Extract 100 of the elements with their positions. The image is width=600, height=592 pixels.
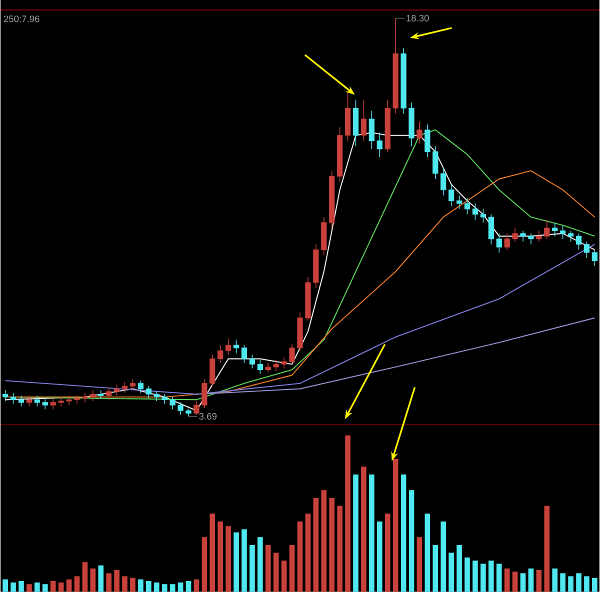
bar xyxy=(170,584,176,592)
bar xyxy=(440,522,446,592)
candlestick xyxy=(50,398,56,410)
candlestick xyxy=(456,194,462,210)
bar xyxy=(568,576,574,592)
bar xyxy=(154,582,160,592)
bar xyxy=(34,582,40,592)
candlestick xyxy=(154,391,160,402)
bar xyxy=(369,474,374,592)
bar xyxy=(98,565,104,592)
bar xyxy=(146,581,152,592)
bar xyxy=(424,514,430,592)
bar xyxy=(234,532,239,592)
candlestick xyxy=(130,378,136,391)
candlestick xyxy=(26,395,32,407)
candlestick xyxy=(592,249,598,267)
bar xyxy=(66,579,72,592)
bar xyxy=(226,526,231,592)
candlestick xyxy=(233,339,240,354)
bar xyxy=(576,573,582,592)
bar xyxy=(273,552,279,592)
candlestick xyxy=(122,382,128,394)
candlestick xyxy=(82,392,88,403)
bar xyxy=(210,514,216,592)
candlestick xyxy=(281,357,287,369)
candlestick xyxy=(424,124,430,158)
bar xyxy=(50,581,56,592)
bar xyxy=(464,558,470,592)
annotation: 250:7.96 xyxy=(4,16,40,22)
candlestick xyxy=(528,233,534,245)
candlestick xyxy=(202,378,208,408)
bar xyxy=(472,560,478,592)
bar xyxy=(544,506,550,592)
bar xyxy=(297,522,303,592)
bar xyxy=(18,581,24,592)
bar xyxy=(250,544,255,592)
bar xyxy=(321,490,327,592)
candlestick xyxy=(568,230,574,242)
annotation: 3.69 xyxy=(199,413,217,420)
candlestick xyxy=(289,343,295,365)
bar xyxy=(361,466,366,592)
candlestick xyxy=(536,230,542,242)
candlestick xyxy=(34,395,40,407)
candlestick xyxy=(464,198,470,215)
bar xyxy=(258,537,263,592)
bar xyxy=(488,560,494,592)
bar xyxy=(560,573,566,592)
bar xyxy=(130,578,136,592)
bar xyxy=(202,537,208,592)
candlestick xyxy=(265,362,271,373)
bar xyxy=(281,560,287,592)
bar xyxy=(90,568,96,592)
candlestick xyxy=(10,392,16,404)
bar xyxy=(337,506,342,592)
bar xyxy=(376,522,382,592)
candlestick xyxy=(520,230,526,242)
bar xyxy=(520,573,526,592)
bar xyxy=(345,435,350,592)
candlestick xyxy=(98,390,104,399)
candlestick xyxy=(66,395,72,406)
bar xyxy=(265,544,271,592)
candlestick xyxy=(368,110,374,150)
candlestick xyxy=(138,380,144,394)
candlestick xyxy=(249,354,256,369)
bar xyxy=(552,568,558,592)
bar xyxy=(74,576,80,592)
bar xyxy=(26,584,32,592)
bar xyxy=(42,584,48,592)
candlestick xyxy=(480,208,486,223)
candlestick xyxy=(488,214,494,245)
bar xyxy=(416,537,422,592)
candlestick xyxy=(560,224,566,240)
bar xyxy=(528,568,534,592)
candlestick xyxy=(448,184,454,207)
bar xyxy=(82,562,88,592)
bar xyxy=(592,578,598,592)
candlestick xyxy=(472,203,478,220)
bar xyxy=(162,584,168,592)
bar xyxy=(194,579,200,592)
bar xyxy=(448,552,454,592)
bar xyxy=(480,564,486,592)
bar xyxy=(138,579,144,592)
bar xyxy=(10,582,16,592)
bar xyxy=(353,474,358,592)
candlestick xyxy=(42,398,48,410)
bar xyxy=(114,570,120,592)
candlestick xyxy=(18,395,24,407)
bar xyxy=(186,581,192,592)
candlestick xyxy=(496,233,502,253)
bar xyxy=(400,474,406,592)
bar xyxy=(2,579,8,592)
bar xyxy=(329,498,335,592)
candlestick xyxy=(2,390,8,402)
candlestick xyxy=(416,121,422,144)
bar xyxy=(218,522,224,592)
bar xyxy=(313,498,319,592)
candlestick xyxy=(218,344,224,364)
candlestick xyxy=(504,233,510,250)
candlestick xyxy=(440,168,446,196)
candlestick xyxy=(552,222,558,237)
